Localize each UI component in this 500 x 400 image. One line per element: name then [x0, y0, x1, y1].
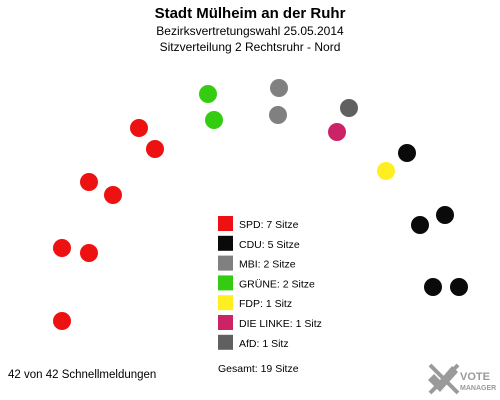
logo-text-manager: MANAGER: [460, 385, 496, 392]
seat-mbi: [269, 106, 287, 124]
seat-afd: [340, 99, 358, 117]
seat-gr-ne: [205, 111, 223, 129]
seat-cdu: [450, 278, 468, 296]
legend-swatch-gr-ne: [218, 275, 233, 291]
seat-fdp: [377, 162, 395, 180]
seat-spd: [130, 119, 148, 137]
chart-subtitle-election: Bezirksvertretungswahl 25.05.2014: [156, 24, 344, 38]
seat-spd: [53, 239, 71, 257]
seat-spd: [80, 244, 98, 262]
status-text: 42 von 42 Schnellmeldungen: [8, 369, 156, 381]
seat-spd: [104, 186, 122, 204]
seat-cdu: [436, 206, 454, 224]
legend-label-die-linke: DIE LINKE: 1 Sitz: [239, 318, 322, 330]
legend-label-mbi: MBI: 2 Sitze: [239, 259, 296, 271]
seat-spd: [146, 140, 164, 158]
legend-swatch-mbi: [218, 255, 233, 271]
seat-spd: [53, 312, 71, 330]
seat-mbi: [270, 79, 288, 97]
legend: SPD: 7 Sitze CDU: 5 Sitze MBI: 2 Sitze GRÜN…: [218, 216, 322, 350]
legend-swatch-fdp: [218, 295, 233, 311]
legend-label-afd: AfD: 1 Sitz: [239, 338, 289, 350]
seat-gr-ne: [199, 85, 217, 103]
chart-title: Stadt Mülheim an der Ruhr: [155, 5, 346, 22]
legend-swatch-spd: [218, 216, 233, 231]
seat-group: [53, 79, 468, 330]
legend-swatch-die-linke: [218, 315, 233, 330]
seat-cdu: [424, 278, 442, 296]
legend-swatch-afd: [218, 334, 233, 350]
legend-label-cdu: CDU: 5 Sitze: [239, 239, 300, 251]
chart-subtitle-district: Sitzverteilung 2 Rechtsruhr - Nord: [160, 40, 341, 54]
legend-swatch-cdu: [218, 235, 233, 251]
vote-manager-logo: VOTE MANAGER: [428, 363, 496, 395]
total-seats-label: Gesamt: 19 Sitze: [218, 363, 299, 375]
logo-text-vote: VOTE: [460, 371, 490, 383]
legend-label-spd: SPD: 7 Sitze: [239, 219, 299, 231]
seat-cdu: [398, 144, 416, 162]
legend-label-fdp: FDP: 1 Sitz: [239, 298, 292, 310]
checkmark-icon: [428, 363, 460, 395]
seat-cdu: [411, 216, 429, 234]
seat-die-linke: [328, 123, 346, 141]
seat-spd: [80, 173, 98, 191]
legend-label-gr-ne: GRÜNE: 2 Sitze: [239, 278, 315, 290]
